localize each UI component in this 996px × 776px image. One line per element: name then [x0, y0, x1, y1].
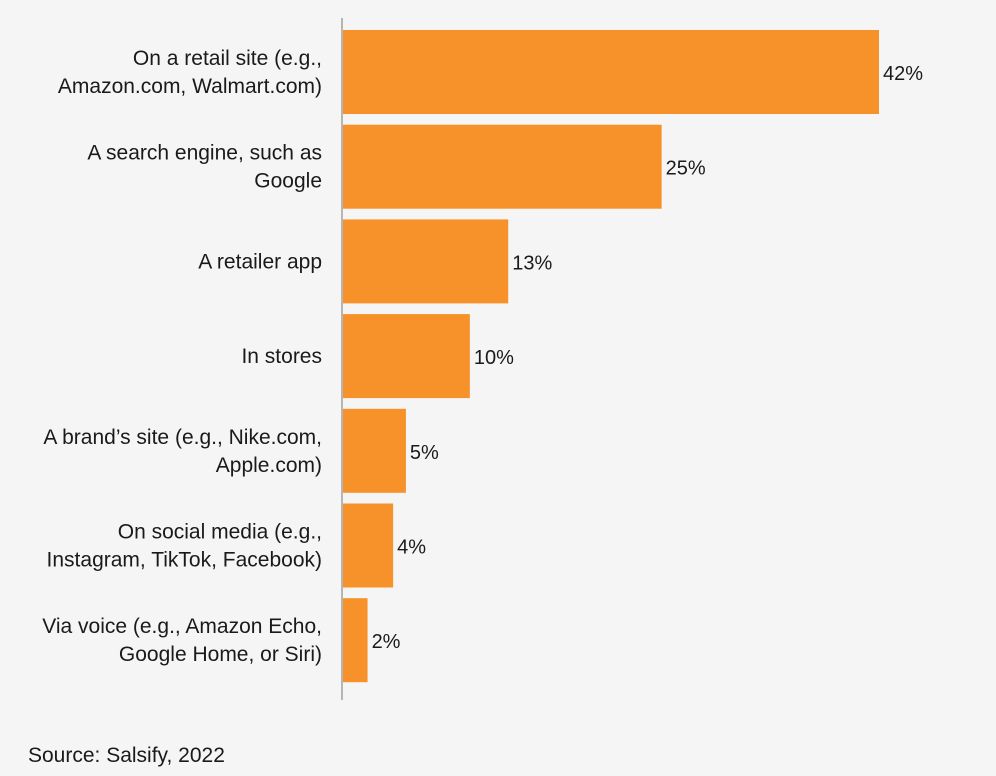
category-labels-group: On a retail site (e.g., Amazon.com, Walma… — [42, 47, 322, 666]
category-label-line: In stores — [241, 345, 322, 368]
category-label-line: On social media (e.g., — [118, 521, 322, 544]
category-label-4: A brand’s site (e.g., Nike.com, Apple.com… — [43, 426, 322, 477]
category-label-5: On social media (e.g., Instagram, TikTok,… — [47, 521, 322, 572]
category-label-line: A brand’s site (e.g., Nike.com, — [43, 426, 322, 449]
bar-2 — [342, 219, 509, 304]
category-label-line: Apple.com) — [216, 454, 322, 477]
value-label-5: 4% — [397, 537, 426, 559]
value-label-0: 42% — [883, 63, 923, 85]
value-label-2: 13% — [512, 252, 552, 274]
category-label-line: Via voice (e.g., Amazon Echo, — [42, 615, 322, 638]
bar-5 — [342, 503, 394, 588]
category-label-line: On a retail site (e.g., — [133, 47, 322, 70]
value-label-4: 5% — [410, 442, 439, 464]
category-label-1: A search engine, such as Google — [87, 142, 322, 193]
category-label-line: Google Home, or Siri) — [119, 643, 322, 666]
category-label-line: Amazon.com, Walmart.com) — [58, 75, 322, 98]
bar-4 — [342, 408, 406, 493]
bar-1 — [342, 124, 662, 209]
bar-chart: On a retail site (e.g., Amazon.com, Walma… — [42, 18, 924, 700]
value-labels-group: 42% 25% 13% 10% 5% 4% 2% — [372, 63, 924, 653]
value-label-3: 10% — [474, 347, 514, 369]
category-label-6: Via voice (e.g., Amazon Echo, Google Home… — [42, 615, 322, 666]
category-label-3: In stores — [241, 345, 322, 368]
category-label-2: A retailer app — [198, 250, 322, 273]
category-label-line: A retailer app — [198, 250, 322, 273]
category-label-line: A search engine, such as — [87, 142, 322, 165]
source-note: Source: Salsify, 2022 — [28, 744, 225, 767]
category-label-line: Instagram, TikTok, Facebook) — [47, 549, 322, 572]
category-label-line: Google — [254, 170, 322, 193]
category-label-0: On a retail site (e.g., Amazon.com, Walma… — [58, 47, 322, 98]
value-label-1: 25% — [666, 158, 706, 180]
bar-6 — [342, 598, 368, 683]
bars-group — [342, 30, 879, 683]
value-label-6: 2% — [372, 631, 401, 653]
bar-0 — [342, 30, 879, 114]
bar-3 — [342, 314, 470, 399]
